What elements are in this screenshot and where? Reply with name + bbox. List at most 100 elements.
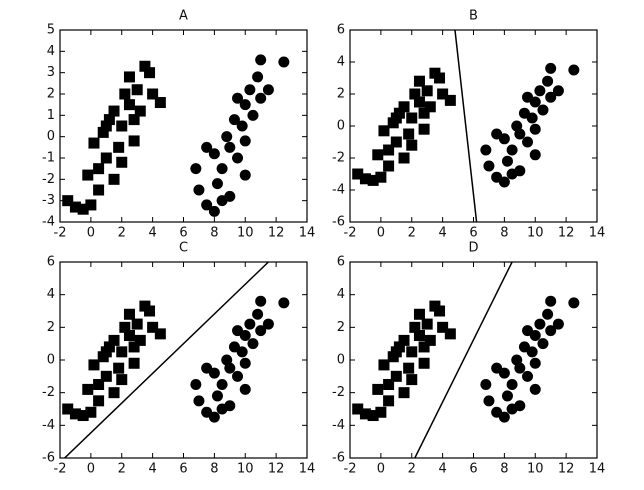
y-tick-label: -4 [332,183,345,198]
square-point [359,408,371,420]
square-point [403,362,415,374]
circle-point [211,390,223,402]
square-point [444,328,456,340]
square-point [406,112,418,124]
circle-point [537,338,549,350]
square-point [77,203,89,215]
square-point [113,362,125,374]
x-tick-label: 12 [268,226,285,241]
circle-point [568,297,580,309]
circle-point [506,379,518,390]
y-tick-label: 4 [337,55,345,70]
square-point [103,114,115,126]
square-point [437,321,449,333]
x-tick-label: 8 [210,462,218,477]
circle-point [216,163,228,175]
square-point [406,374,418,386]
x-tick-label: 0 [87,226,95,241]
circle-point [534,85,546,97]
x-tick-label: 6 [179,462,187,477]
y-tick-label: -4 [332,418,345,433]
circle-point [216,403,228,415]
y-tick-label: 0 [337,353,345,368]
circle-point [522,136,534,148]
circle-point [552,318,564,330]
circle-point [526,112,538,124]
x-tick-label: -2 [54,226,67,241]
circle-point [522,91,534,103]
circle-point [208,148,220,160]
subplot: C -2 0 2 4 6 8 10 12 14 -6 -4 -2 0 2 4 6 [42,241,315,477]
square-point [69,408,81,420]
square-point [378,125,390,137]
circle-point [239,383,251,395]
circle-point [252,71,264,83]
x-tick-label: 14 [589,226,606,241]
subplot-title: B [469,9,478,24]
circle-point [208,205,220,217]
circle-point [236,346,248,358]
circle-point [278,56,290,68]
circle-point [208,411,220,423]
square-point [131,84,143,96]
subplot-title: A [179,9,188,24]
square-point [100,370,112,382]
y-tick-label: -2 [332,385,345,400]
circle-point [278,297,290,309]
circle-point [522,370,534,382]
circle-point [483,395,495,407]
square-point [390,112,402,124]
square-point [131,318,143,330]
plot-frame [349,261,598,459]
circle-point [501,390,513,402]
y-tick-label: -1 [42,151,55,166]
circle-point [211,178,223,190]
square-point [88,137,100,149]
subplot: B -2 0 2 4 6 8 10 12 14 -6 -4 -2 0 2 4 6 [332,9,605,241]
square-point [116,156,128,168]
y-tick-label: 0 [47,353,55,368]
x-tick-label: 4 [148,226,156,241]
y-tick-label: 0 [337,119,345,134]
y-tick-label: 4 [47,44,55,59]
circle-point [526,346,538,358]
square-point [437,88,449,100]
circle-point [568,64,580,76]
square-point [108,387,120,399]
square-point [367,410,379,422]
square-point [123,99,135,111]
square-point [398,334,410,346]
x-tick-label: 2 [118,226,126,241]
circle-point [529,383,541,395]
square-point [409,321,421,333]
x-tick-label: -2 [344,462,357,477]
square-point [85,406,97,418]
circle-point [232,370,244,382]
square-point [403,128,415,140]
square-point [390,370,402,382]
x-tick-label: 14 [589,462,606,477]
square-point [100,346,112,358]
circle-point [193,184,205,196]
y-tick-label: -6 [332,451,345,466]
y-tick-label: 4 [47,287,55,302]
square-point [128,135,140,147]
y-tick-label: -2 [332,151,345,166]
x-tick-label: 12 [558,226,575,241]
square-point [418,341,430,353]
y-tick-label: -2 [42,172,55,187]
y-tick-label: 1 [47,108,55,123]
square-point [352,403,364,415]
x-tick-label: 12 [558,462,575,477]
square-point [413,75,425,87]
square-point [418,123,430,135]
x-tick-label: -2 [344,226,357,241]
separator-line [64,262,269,458]
y-tick-label: 0 [47,129,55,144]
circle-point [506,403,518,415]
plot-area [352,30,580,222]
x-tick-label: 4 [438,226,446,241]
square-point [116,120,128,132]
